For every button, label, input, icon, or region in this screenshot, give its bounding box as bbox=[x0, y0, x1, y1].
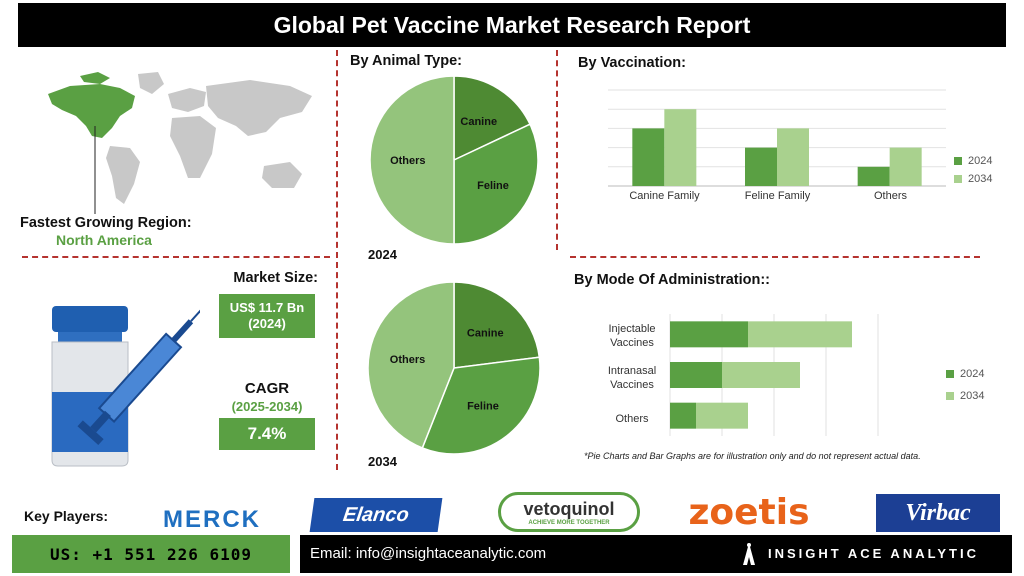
bar-canine-family-2034 bbox=[664, 109, 697, 186]
market-size-label: Market Size: bbox=[233, 270, 318, 286]
market-size-box: US$ 11.7 Bn (2024) bbox=[219, 294, 315, 338]
pie-slice-others bbox=[367, 281, 455, 449]
page-title: Global Pet Vaccine Market Research Repor… bbox=[18, 3, 1006, 47]
merck-logo: MERCK bbox=[163, 506, 261, 533]
vaccination-bar-chart bbox=[608, 89, 946, 187]
pie-year-2024: 2024 bbox=[368, 247, 397, 262]
vaccine-illustration bbox=[51, 304, 200, 467]
elanco-logo: Elanco bbox=[309, 498, 443, 532]
bar-others-2034 bbox=[889, 147, 922, 186]
pie-label-feline: Feline bbox=[477, 180, 509, 192]
divider-left-h bbox=[22, 256, 330, 258]
mode-bar-chart bbox=[669, 314, 879, 436]
region-value: North America bbox=[56, 232, 152, 248]
divider-right-h bbox=[570, 256, 980, 258]
hbar-others-2034 bbox=[696, 402, 748, 429]
animal-type-heading: By Animal Type: bbox=[350, 53, 462, 69]
bar-feline-family-2034 bbox=[777, 128, 809, 186]
divider-left bbox=[336, 50, 338, 470]
vacc-cat-1: Feline Family bbox=[744, 190, 811, 202]
mode-legend-2024: 2024 bbox=[946, 368, 984, 380]
brand-logo-icon bbox=[742, 541, 756, 567]
hbar-injectable-vaccines-2024 bbox=[670, 321, 748, 348]
pie-slice-canine bbox=[453, 75, 532, 162]
pie-chart-2034: Canine Feline Others bbox=[367, 281, 541, 455]
vetoquinol-tagline: ACHIEVE MORE TOGETHER bbox=[528, 520, 610, 526]
mode-legend-swatch-2024 bbox=[946, 370, 954, 378]
region-label: Fastest Growing Region: bbox=[20, 215, 192, 231]
zoetis-logo: zoetis bbox=[688, 491, 810, 533]
bar-canine-family-2024 bbox=[632, 128, 665, 186]
hbar-intranasal-vaccines-2024 bbox=[670, 362, 722, 388]
vaccination-categories: Canine Family Feline Family Others bbox=[608, 190, 948, 202]
pie-slice-canine bbox=[453, 281, 541, 369]
vacc-cat-2: Others bbox=[873, 190, 907, 202]
vetoquinol-name: vetoquinol bbox=[523, 499, 615, 519]
legend-swatch-2024 bbox=[954, 157, 962, 165]
pie-year-2034: 2034 bbox=[368, 454, 397, 469]
pie-label-canine: Canine bbox=[467, 328, 504, 340]
legend-2024: 2024 bbox=[954, 155, 992, 167]
vacc-cat-0: Canine Family bbox=[629, 190, 700, 202]
legend-swatch-2034 bbox=[954, 175, 962, 183]
pie-label-others: Others bbox=[390, 155, 425, 167]
pie-slice-feline bbox=[421, 356, 541, 455]
market-size-value: US$ 11.7 Bn bbox=[229, 300, 305, 315]
mode-legend: 2024 2034 bbox=[946, 368, 984, 402]
mode-cat-1: Intranasal Vaccines bbox=[607, 365, 657, 391]
hbar-others-2024 bbox=[670, 402, 696, 429]
mode-heading: By Mode Of Administration:: bbox=[574, 272, 771, 288]
virbac-logo: Virbac bbox=[876, 494, 1000, 532]
bar-feline-family-2024 bbox=[745, 147, 777, 186]
pie-slice-feline bbox=[453, 123, 539, 245]
cagr-value: 7.4% bbox=[219, 418, 315, 450]
market-size-year: (2024) bbox=[248, 316, 286, 331]
pie-label-feline: Feline bbox=[467, 400, 499, 412]
pie-label-others: Others bbox=[390, 354, 425, 366]
phone-contact[interactable]: US: +1 551 226 6109 bbox=[12, 535, 290, 573]
pie-label-canine: Canine bbox=[460, 116, 497, 128]
divider-right bbox=[556, 50, 558, 250]
pie-chart-2024: Canine Feline Others bbox=[369, 75, 539, 245]
email-contact[interactable]: Email: info@insightaceanalytic.com bbox=[310, 545, 547, 562]
mode-legend-2034: 2034 bbox=[946, 390, 984, 402]
vaccination-heading: By Vaccination: bbox=[578, 55, 686, 71]
mode-legend-swatch-2034 bbox=[946, 392, 954, 400]
mode-cat-2: Others bbox=[615, 413, 649, 425]
hbar-injectable-vaccines-2034 bbox=[748, 321, 852, 348]
vaccination-legend: 2024 2034 bbox=[954, 155, 992, 185]
brand-name: INSIGHT ACE ANALYTIC bbox=[768, 546, 979, 561]
footer-bar: Email: info@insightaceanalytic.com INSIG… bbox=[300, 535, 1012, 573]
legend-2034: 2034 bbox=[954, 173, 992, 185]
vetoquinol-logo: vetoquinol ACHIEVE MORE TOGETHER bbox=[498, 492, 640, 532]
pie-slice-others bbox=[369, 75, 455, 245]
cagr-label: CAGR bbox=[244, 380, 290, 397]
world-map bbox=[48, 72, 312, 214]
key-players-label: Key Players: bbox=[24, 508, 109, 524]
disclaimer-note: *Pie Charts and Bar Graphs are for illus… bbox=[584, 451, 921, 461]
bar-others-2024 bbox=[857, 166, 890, 186]
cagr-years: (2025-2034) bbox=[231, 399, 303, 414]
hbar-intranasal-vaccines-2034 bbox=[722, 362, 800, 388]
mode-cat-0: Injectable Vaccines bbox=[608, 323, 656, 349]
